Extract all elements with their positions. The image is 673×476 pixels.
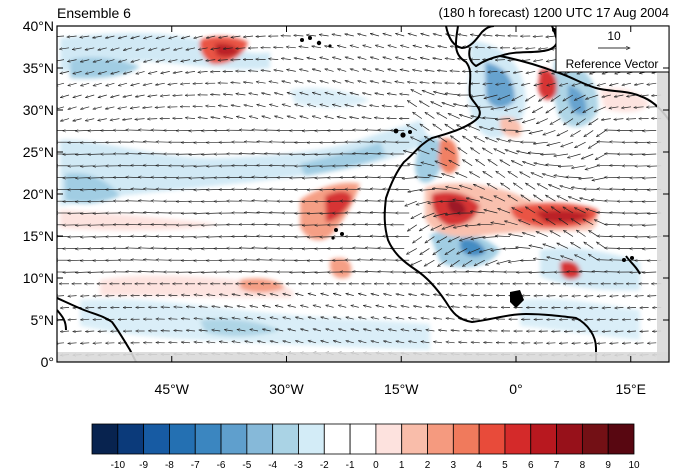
colorbar-label: 3 bbox=[451, 460, 457, 471]
colorbar-label: 2 bbox=[425, 460, 431, 471]
colorbar-swatch bbox=[608, 424, 634, 454]
map-plot-area bbox=[50, 26, 669, 362]
colorbar-swatch bbox=[402, 424, 428, 454]
lat-label: 30°N bbox=[23, 102, 54, 118]
colorbar-label: -5 bbox=[242, 460, 251, 471]
lat-label: 15°N bbox=[23, 228, 54, 244]
colorbar-label: 4 bbox=[476, 460, 482, 471]
lon-label: 15°W bbox=[384, 381, 419, 397]
colorbar-swatch bbox=[428, 424, 454, 454]
colorbar-swatch bbox=[582, 424, 608, 454]
colorbar-swatch bbox=[324, 424, 350, 454]
colorbar-swatch bbox=[273, 424, 299, 454]
colorbar-swatch bbox=[92, 424, 118, 454]
colorbar-swatch bbox=[221, 424, 247, 454]
colorbar-label: -1 bbox=[346, 460, 355, 471]
colorbar-swatch bbox=[247, 424, 273, 454]
colorbar-label: 10 bbox=[628, 460, 640, 471]
colorbar-label: -8 bbox=[165, 460, 174, 471]
reference-vector-caption: Reference Vector bbox=[566, 57, 659, 71]
lat-label: 40°N bbox=[23, 18, 54, 34]
colorbar-swatch bbox=[298, 424, 324, 454]
lat-label: 10°N bbox=[23, 270, 54, 286]
lon-label: 30°W bbox=[269, 381, 304, 397]
colorbar-swatch bbox=[505, 424, 531, 454]
ensemble-label: Ensemble 6 bbox=[57, 5, 131, 21]
colorbar-label: -4 bbox=[268, 460, 277, 471]
colorbar-swatch bbox=[169, 424, 195, 454]
lon-label: 45°W bbox=[155, 381, 190, 397]
colorbar-label: 6 bbox=[528, 460, 534, 471]
colorbar-swatch bbox=[144, 424, 170, 454]
colorbar-label: -2 bbox=[320, 460, 329, 471]
colorbar-label: -10 bbox=[111, 460, 126, 471]
lat-label: 25°N bbox=[23, 144, 54, 160]
lon-label: 0° bbox=[509, 381, 522, 397]
colorbar-label: 1 bbox=[399, 460, 405, 471]
colorbar-swatch bbox=[195, 424, 221, 454]
colorbar-label: -3 bbox=[294, 460, 303, 471]
reference-vector-magnitude: 10 bbox=[607, 29, 621, 43]
colorbar-label: -7 bbox=[191, 460, 200, 471]
colorbar-swatch bbox=[453, 424, 479, 454]
lat-label: 0° bbox=[41, 354, 54, 370]
colorbar-swatch bbox=[376, 424, 402, 454]
land-mask-bottom bbox=[57, 352, 669, 362]
colorbar-label: -9 bbox=[139, 460, 148, 471]
lat-label: 20°N bbox=[23, 186, 54, 202]
lon-label: 15°E bbox=[615, 381, 646, 397]
colorbar-swatch bbox=[531, 424, 557, 454]
colorbar-label: 0 bbox=[373, 460, 379, 471]
colorbar-label: 8 bbox=[580, 460, 586, 471]
colorbar-label: -6 bbox=[217, 460, 226, 471]
forecast-label: (180 h forecast) 1200 UTC 17 Aug 2004 bbox=[438, 5, 669, 20]
colorbar-label: 9 bbox=[605, 460, 611, 471]
lat-label: 5°N bbox=[31, 312, 55, 328]
colorbar-label: 7 bbox=[554, 460, 560, 471]
colorbar-swatch bbox=[350, 424, 376, 454]
colorbar-swatch bbox=[557, 424, 583, 454]
colorbar-label: 5 bbox=[502, 460, 508, 471]
reference-vector-box: 10 Reference Vector bbox=[556, 26, 669, 72]
lat-label: 35°N bbox=[23, 60, 54, 76]
colorbar-swatch bbox=[118, 424, 144, 454]
colorbar-swatch bbox=[479, 424, 505, 454]
